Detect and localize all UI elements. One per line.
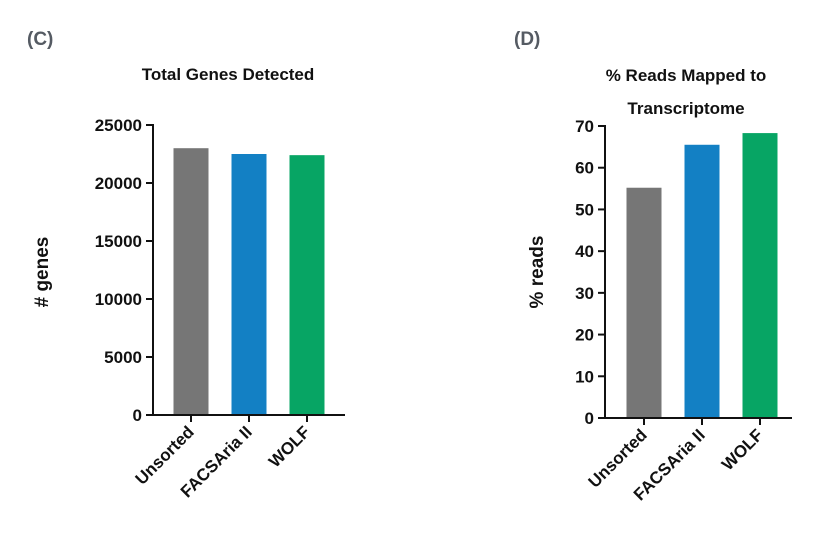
panel-label-c: (C) — [27, 29, 53, 50]
y-tick-label: 10000 — [95, 290, 142, 309]
bar — [173, 148, 209, 415]
x-category-label: WOLF — [718, 425, 767, 474]
y-tick-label: 5000 — [104, 348, 142, 367]
y-tick-label: 15000 — [95, 232, 142, 251]
y-tick-label: 40 — [575, 242, 594, 261]
chart-title-line: % Reads Mapped to — [606, 66, 767, 85]
y-tick-label: 10 — [575, 367, 594, 386]
y-tick-label: 30 — [575, 284, 594, 303]
y-axis-label: % reads — [527, 236, 548, 309]
bar — [289, 155, 325, 415]
chart-title-line: Transcriptome — [627, 99, 744, 118]
x-category-label: WOLF — [265, 422, 314, 471]
y-tick-label: 25000 — [95, 116, 142, 135]
bar — [626, 187, 662, 418]
bar — [684, 144, 720, 418]
bar — [231, 154, 267, 415]
chart-total-genes: (C) Total Genes Detected # genes 0 5000 1000… — [27, 29, 345, 501]
y-tick-label: 0 — [585, 409, 594, 428]
y-tick-label: 60 — [575, 159, 594, 178]
chart-title-line: Total Genes Detected — [142, 65, 315, 84]
y-tick-label: 20 — [575, 326, 594, 345]
bar — [742, 133, 778, 418]
panel-label-d: (D) — [514, 29, 540, 50]
y-tick-label: 50 — [575, 200, 594, 219]
y-tick-label: 0 — [133, 406, 142, 425]
y-tick-label: 70 — [575, 117, 594, 136]
y-tick-label: 20000 — [95, 174, 142, 193]
chart-reads-mapped: (D) % Reads Mapped to Transcriptome % read… — [514, 29, 792, 504]
y-axis-label: # genes — [32, 237, 53, 308]
